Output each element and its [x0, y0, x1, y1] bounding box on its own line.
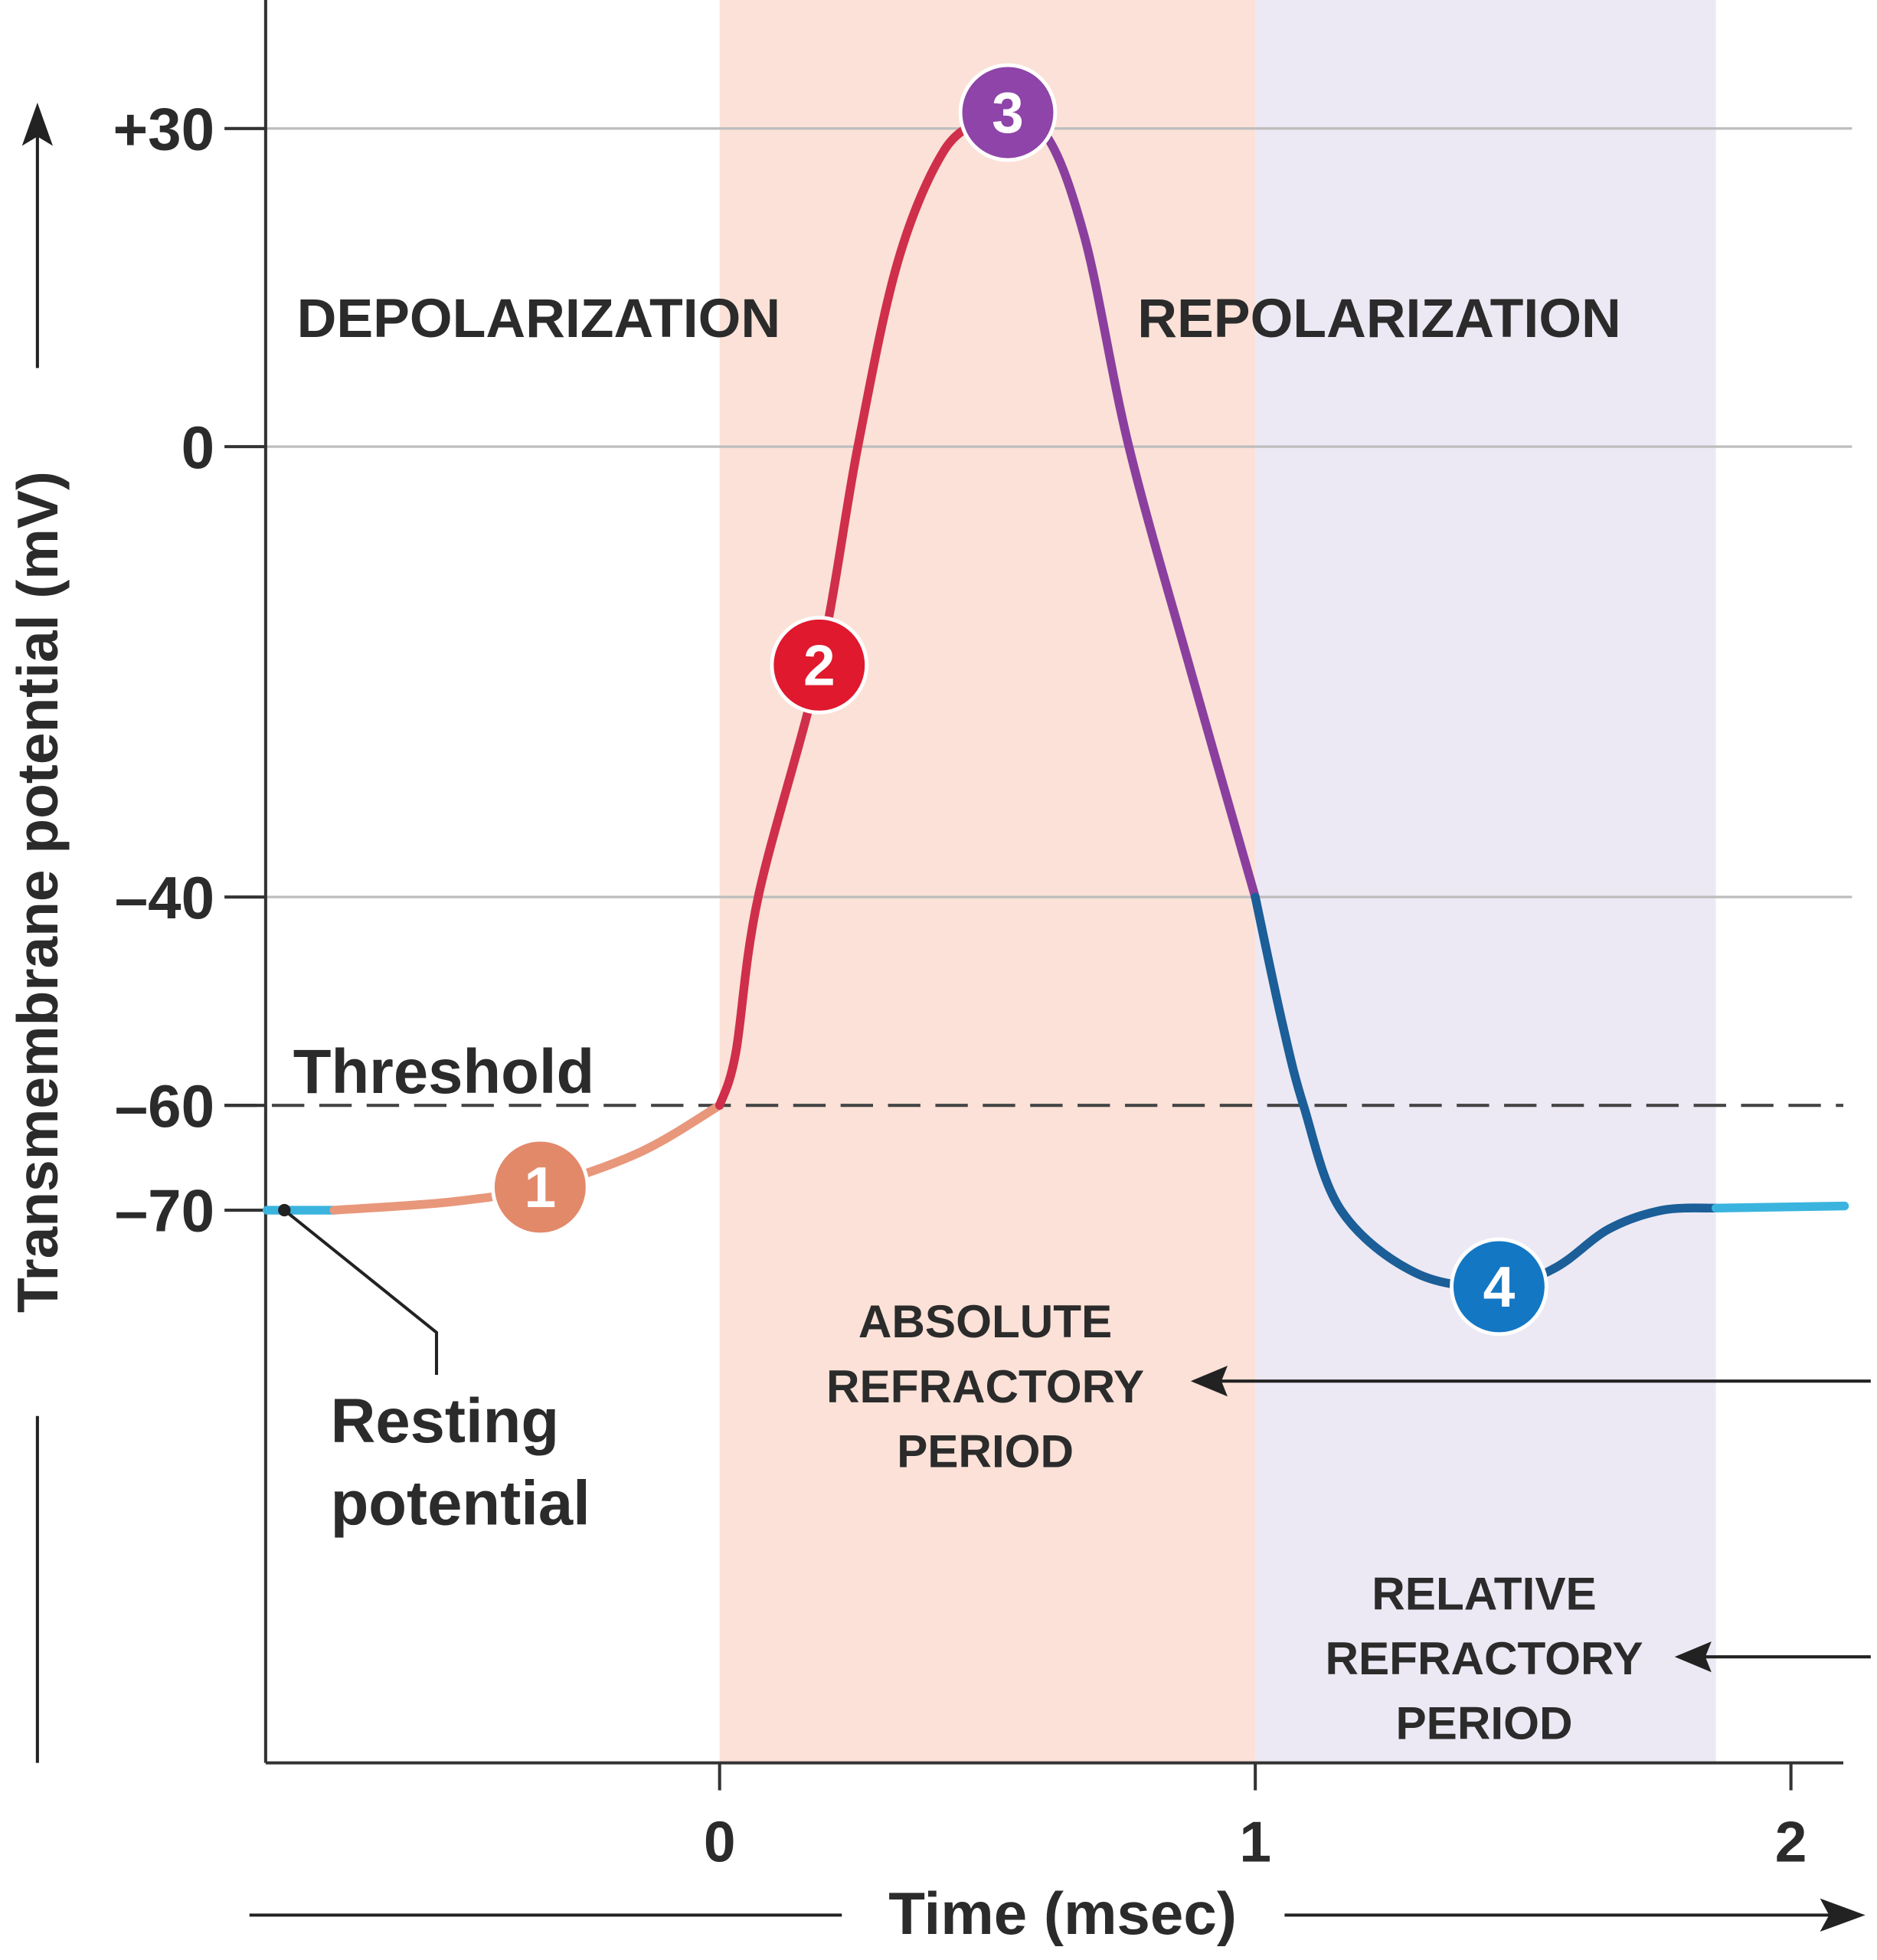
resting-pointer [278, 1203, 439, 1376]
phase-marker-2: 2 [770, 616, 869, 715]
y-tick-label: –40 [115, 864, 214, 931]
repolarization-label: REPOLARIZATION [1137, 288, 1621, 349]
curve-phase-rest [1712, 1201, 1849, 1212]
absolute-line-3: PERIOD [897, 1425, 1074, 1477]
relative-line-2: REFRACTORY [1325, 1632, 1643, 1684]
x-axis-title: Time (msec) [888, 1880, 1237, 1947]
depolarization-label: DEPOLARIZATION [297, 288, 781, 349]
y-tick-label: –70 [115, 1177, 214, 1245]
phase-marker-circle [958, 63, 1058, 162]
y-tick-label: +30 [113, 95, 215, 162]
curve-phase-4 [1251, 892, 1721, 1291]
relative-line-3: PERIOD [1396, 1697, 1573, 1749]
phase-marker-number: 4 [1483, 1255, 1516, 1319]
y-axis-title-arrow [21, 103, 53, 1763]
phase-marker-circle [770, 616, 869, 715]
x-tick-label: 2 [1775, 1809, 1807, 1873]
relative-arrow [1674, 1641, 1871, 1673]
phase-marker-4: 4 [1450, 1237, 1548, 1337]
resting-label-1: Resting [331, 1386, 560, 1456]
relative-refractory-label: RELATIVE REFRACTORY PERIOD [1325, 1567, 1643, 1749]
relative-line-1: RELATIVE [1372, 1567, 1596, 1619]
absolute-line-1: ABSOLUTE [858, 1295, 1112, 1347]
y-tick-label: 0 [181, 414, 214, 481]
relative-refractory-region [1255, 0, 1716, 1763]
absolute-refractory-region [719, 0, 1256, 1763]
phase-marker-number: 1 [525, 1155, 557, 1219]
absolute-line-2: REFRACTORY [826, 1360, 1144, 1412]
y-axis-title: Transmembrane potential (mV) [5, 471, 70, 1313]
absolute-refractory-label: ABSOLUTE REFRACTORY PERIOD [826, 1295, 1144, 1477]
phase-marker-3: 3 [958, 63, 1058, 162]
curve-phase-2 [715, 113, 992, 1110]
threshold-label: Threshold [293, 1037, 595, 1107]
phase-marker-number: 3 [992, 80, 1024, 145]
phase-marker-circle [491, 1137, 590, 1237]
x-axis-title-arrow [249, 1898, 1866, 1932]
phase-marker-1: 1 [491, 1137, 590, 1237]
x-tick-label: 1 [1239, 1809, 1271, 1873]
phase-marker-circle [1450, 1237, 1548, 1337]
x-tick-label: 0 [704, 1809, 736, 1873]
absolute-arrow [1190, 1366, 1871, 1397]
y-tick-label: –60 [115, 1072, 214, 1140]
phase-marker-number: 2 [803, 633, 835, 697]
resting-label-2: potential [331, 1469, 590, 1539]
